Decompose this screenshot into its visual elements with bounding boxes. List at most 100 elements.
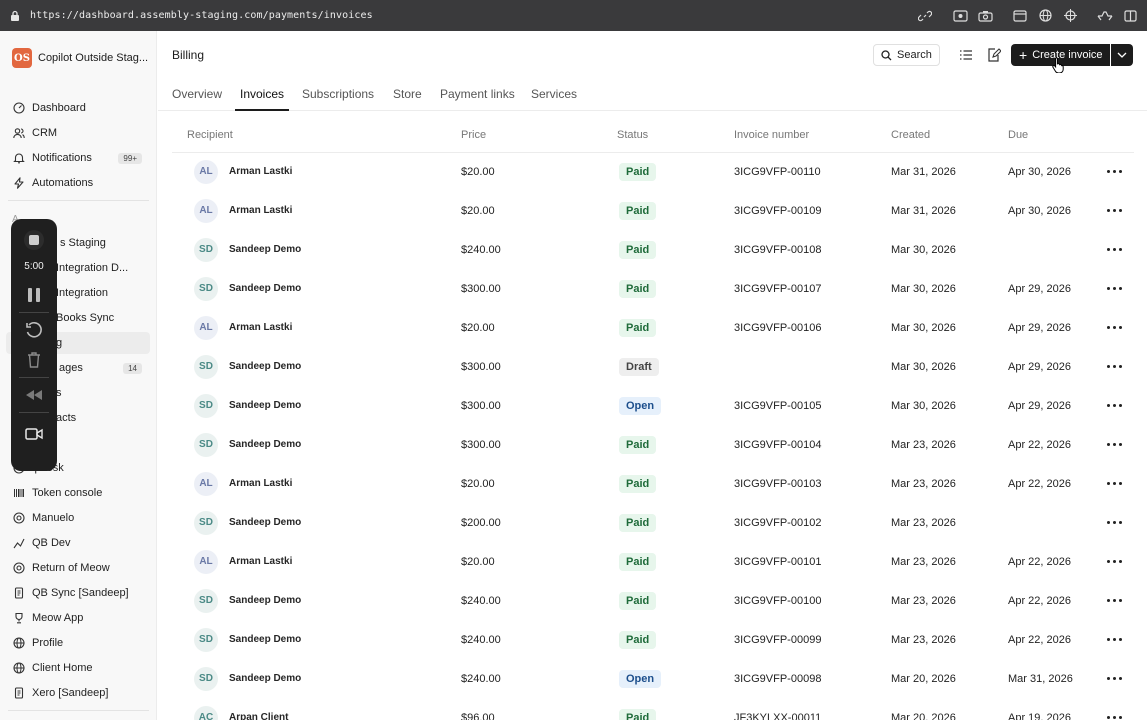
sidebar-app-4[interactable]: Books Sync [56, 312, 115, 324]
link-icon[interactable] [914, 5, 936, 27]
created-cell: Mar 23, 2026 [891, 555, 956, 568]
more-actions-icon[interactable] [1105, 269, 1123, 308]
window-icon[interactable] [1009, 5, 1031, 27]
sidebar-app-contacts[interactable]: acts [56, 412, 77, 424]
column-invoice-number[interactable]: Invoice number [734, 129, 810, 141]
globe-icon[interactable] [1034, 5, 1056, 27]
more-actions-icon[interactable] [1105, 425, 1123, 464]
recipient-name: Sandeep Demo [229, 283, 302, 294]
record-screen-icon[interactable] [949, 5, 971, 27]
sidebar-item-automations[interactable]: Automations [12, 172, 148, 194]
recipient-name: Sandeep Demo [229, 244, 302, 255]
more-actions-icon[interactable] [1105, 620, 1123, 659]
more-actions-icon[interactable] [1105, 542, 1123, 581]
sidebar-app-3[interactable]: Integration [56, 287, 108, 299]
recipient-cell: SD Sandeep Demo [194, 659, 301, 698]
extensions-icon[interactable] [1094, 5, 1116, 27]
sidebar-app-manuelo[interactable]: Manuelo [12, 507, 148, 529]
table-row[interactable]: AL Arman Lastki $20.00 Paid 3ICG9VFP-001… [172, 542, 1134, 581]
table-row[interactable]: SD Sandeep Demo $200.00 Paid 3ICG9VFP-00… [172, 503, 1134, 542]
tab-services[interactable]: Services [531, 87, 578, 101]
more-actions-icon[interactable] [1105, 464, 1123, 503]
sidebar-app-xero[interactable]: Xero [Sandeep] [12, 682, 148, 704]
table-row[interactable]: SD Sandeep Demo $240.00 Paid 3ICG9VFP-00… [172, 620, 1134, 659]
table-row[interactable]: AL Arman Lastki $20.00 Paid 3ICG9VFP-001… [172, 152, 1134, 191]
more-actions-icon[interactable] [1105, 347, 1123, 386]
sidebar-toggle-icon[interactable] [1119, 5, 1141, 27]
column-status[interactable]: Status [617, 129, 649, 141]
tab-store[interactable]: Store [393, 87, 422, 101]
trash-icon[interactable] [19, 345, 49, 375]
crosshair-icon[interactable] [1059, 5, 1081, 27]
tab-overview[interactable]: Overview [172, 87, 223, 101]
list-view-icon[interactable] [957, 46, 975, 64]
more-actions-icon[interactable] [1105, 659, 1123, 698]
column-due[interactable]: Due [1008, 129, 1029, 141]
more-actions-icon[interactable] [1105, 698, 1123, 720]
tab-invoices[interactable]: Invoices [235, 87, 290, 111]
sidebar-item-dashboard[interactable]: Dashboard [12, 97, 148, 119]
status-cell: Paid [619, 698, 657, 720]
sidebar-app-qb-sync[interactable]: QB Sync [Sandeep] [12, 582, 148, 604]
search-button[interactable]: Search [873, 44, 940, 66]
workspace-switcher[interactable]: OS Copilot Outside Stag... [12, 48, 148, 68]
collapse-icon[interactable] [19, 380, 49, 410]
address-text[interactable]: https://dashboard.assembly-staging.com/p… [30, 10, 373, 21]
more-actions-icon[interactable] [1105, 152, 1123, 191]
status-badge: Paid [619, 474, 657, 493]
avatar: AL [194, 549, 218, 574]
recipient-name: Sandeep Demo [229, 595, 302, 606]
created-cell: Mar 30, 2026 [891, 282, 956, 295]
column-price[interactable]: Price [461, 129, 487, 141]
table-row[interactable]: SD Sandeep Demo $300.00 Draft Mar 30, 20… [172, 347, 1134, 386]
tab-payment-links[interactable]: Payment links [440, 87, 515, 101]
more-actions-icon[interactable] [1105, 191, 1123, 230]
table-row[interactable]: SD Sandeep Demo $300.00 Paid 3ICG9VFP-00… [172, 269, 1134, 308]
sidebar-app-return-of-meow[interactable]: Return of Meow [12, 557, 148, 579]
sidebar-app-meow-app[interactable]: Meow App [12, 607, 148, 629]
more-actions-icon[interactable] [1105, 230, 1123, 269]
column-created[interactable]: Created [891, 129, 931, 141]
sidebar-item-notifications[interactable]: Notifications 99+ [12, 147, 148, 169]
table-row[interactable]: AC Arpan Client $96.00 Paid JF3KYLXX-000… [172, 698, 1134, 720]
edit-document-icon[interactable] [985, 46, 1003, 64]
due-cell: Apr 22, 2026 [1008, 555, 1071, 568]
table-row[interactable]: SD Sandeep Demo $240.00 Paid 3ICG9VFP-00… [172, 230, 1134, 269]
camera-icon[interactable] [974, 5, 996, 27]
restart-icon[interactable] [19, 315, 49, 345]
created-cell: Mar 23, 2026 [891, 594, 956, 607]
sidebar-app-1[interactable]: s Staging [60, 237, 106, 249]
more-actions-icon[interactable] [1105, 581, 1123, 620]
sidebar-app-7[interactable]: s [56, 387, 62, 399]
sidebar-app-messages[interactable]: ages 14 [12, 357, 148, 379]
table-row[interactable]: SD Sandeep Demo $300.00 Open 3ICG9VFP-00… [172, 386, 1134, 425]
price-cell: $300.00 [461, 282, 501, 295]
table-row[interactable]: SD Sandeep Demo $300.00 Paid 3ICG9VFP-00… [172, 425, 1134, 464]
bell-icon [12, 152, 25, 165]
avatar: SD [194, 627, 218, 652]
column-recipient[interactable]: Recipient [187, 129, 233, 141]
stop-recording-button[interactable] [19, 225, 49, 255]
table-row[interactable]: AL Arman Lastki $20.00 Paid 3ICG9VFP-001… [172, 464, 1134, 503]
sidebar-app-qb-dev[interactable]: QB Dev [12, 532, 148, 554]
status-cell: Paid [619, 464, 657, 503]
sidebar-app-token-console[interactable]: Token console [12, 482, 148, 504]
sidebar-app-profile[interactable]: Profile [12, 632, 148, 654]
sidebar-item-crm[interactable]: CRM [12, 122, 148, 144]
more-actions-icon[interactable] [1105, 503, 1123, 542]
camera-toggle-icon[interactable] [19, 419, 49, 449]
more-actions-icon[interactable] [1105, 308, 1123, 347]
status-badge: Open [619, 669, 662, 688]
more-actions-icon[interactable] [1105, 386, 1123, 425]
recipient-cell: AC Arpan Client [194, 698, 288, 720]
sidebar-app-client-home[interactable]: Client Home [12, 657, 148, 679]
tab-subscriptions[interactable]: Subscriptions [302, 87, 375, 101]
table-row[interactable]: AL Arman Lastki $20.00 Paid 3ICG9VFP-001… [172, 191, 1134, 230]
table-row[interactable]: SD Sandeep Demo $240.00 Paid 3ICG9VFP-00… [172, 581, 1134, 620]
table-row[interactable]: AL Arman Lastki $20.00 Paid 3ICG9VFP-001… [172, 308, 1134, 347]
table-row[interactable]: SD Sandeep Demo $240.00 Open 3ICG9VFP-00… [172, 659, 1134, 698]
sidebar-app-2[interactable]: Integration D... [56, 262, 129, 274]
create-invoice-button[interactable]: + Create invoice [1011, 44, 1110, 66]
create-invoice-dropdown[interactable] [1111, 44, 1133, 66]
pause-button[interactable] [19, 280, 49, 310]
